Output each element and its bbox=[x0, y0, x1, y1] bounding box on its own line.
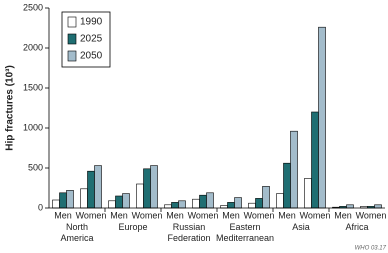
x-tick-label: Women bbox=[356, 210, 387, 220]
bar bbox=[374, 204, 382, 209]
bar bbox=[276, 193, 284, 209]
bar bbox=[94, 165, 102, 209]
legend-label: 2025 bbox=[80, 34, 103, 45]
bar bbox=[52, 199, 60, 209]
x-tick-label: Women bbox=[244, 210, 275, 220]
bar bbox=[234, 197, 242, 209]
group-label-line: America bbox=[60, 233, 93, 243]
bar bbox=[171, 202, 179, 209]
group-label: North America bbox=[60, 222, 93, 243]
x-tick-label: Women bbox=[132, 210, 163, 220]
group-label: Asia bbox=[292, 222, 310, 232]
bar bbox=[318, 26, 326, 209]
y-tick-label: 1500 bbox=[23, 82, 43, 92]
bar bbox=[108, 200, 116, 209]
bar bbox=[80, 188, 88, 209]
bar bbox=[304, 178, 312, 209]
y-axis-label: Hip fractures (10³) bbox=[5, 65, 16, 151]
legend-swatch bbox=[67, 33, 77, 45]
source: WHO 03.17 bbox=[355, 246, 387, 252]
bar bbox=[290, 130, 298, 209]
group-label-line: Africa bbox=[345, 222, 368, 232]
bar bbox=[227, 202, 235, 209]
legend-label: 1990 bbox=[80, 17, 103, 28]
bar bbox=[87, 170, 95, 209]
bar bbox=[283, 162, 291, 209]
x-tick-label: Men bbox=[278, 210, 296, 220]
legend-label: 2050 bbox=[80, 51, 103, 62]
y-tick-label: 2500 bbox=[23, 2, 43, 12]
group-label: Russian Federation bbox=[167, 222, 210, 243]
bar bbox=[311, 111, 319, 209]
group-label: Europe bbox=[118, 222, 147, 232]
bar bbox=[255, 198, 263, 209]
bar bbox=[59, 192, 67, 209]
bar bbox=[346, 204, 354, 209]
group-label-line: North bbox=[66, 222, 88, 232]
x-tick-label: Men bbox=[110, 210, 128, 220]
legend-swatch bbox=[67, 50, 77, 62]
x-tick-label: Women bbox=[188, 210, 219, 220]
group-label-line: Eastern bbox=[229, 222, 260, 232]
x-tick-label: Men bbox=[222, 210, 240, 220]
bar bbox=[199, 194, 207, 209]
bar bbox=[206, 192, 214, 209]
bar bbox=[122, 193, 130, 209]
group-label-line: Mediterranean bbox=[216, 233, 274, 243]
bar bbox=[115, 195, 123, 209]
x-tick-label: Women bbox=[76, 210, 107, 220]
bar bbox=[150, 165, 158, 209]
bar bbox=[248, 202, 256, 209]
x-tick-label: Men bbox=[334, 210, 352, 220]
y-tick-label: 500 bbox=[28, 162, 43, 172]
legend-swatch bbox=[67, 16, 77, 28]
group-label: Eastern Mediterranean bbox=[216, 222, 274, 243]
group-label-line: Europe bbox=[118, 222, 147, 232]
x-tick-label: Men bbox=[166, 210, 184, 220]
x-tick-label: Women bbox=[300, 210, 331, 220]
bar bbox=[192, 198, 200, 209]
bar bbox=[164, 204, 172, 209]
group-label: Africa bbox=[345, 222, 368, 232]
bar bbox=[66, 190, 74, 209]
group-label-line: Asia bbox=[292, 222, 310, 232]
bar bbox=[143, 168, 151, 209]
group-label-line: Federation bbox=[167, 233, 210, 243]
bar bbox=[178, 200, 186, 209]
x-tick-label: Men bbox=[54, 210, 72, 220]
y-tick-label: 2000 bbox=[23, 42, 43, 52]
y-tick-label: 1000 bbox=[23, 122, 43, 132]
bar bbox=[262, 186, 270, 209]
group-label-line: Russian bbox=[173, 222, 206, 232]
y-tick-label: 0 bbox=[38, 202, 43, 212]
bar bbox=[136, 183, 144, 209]
